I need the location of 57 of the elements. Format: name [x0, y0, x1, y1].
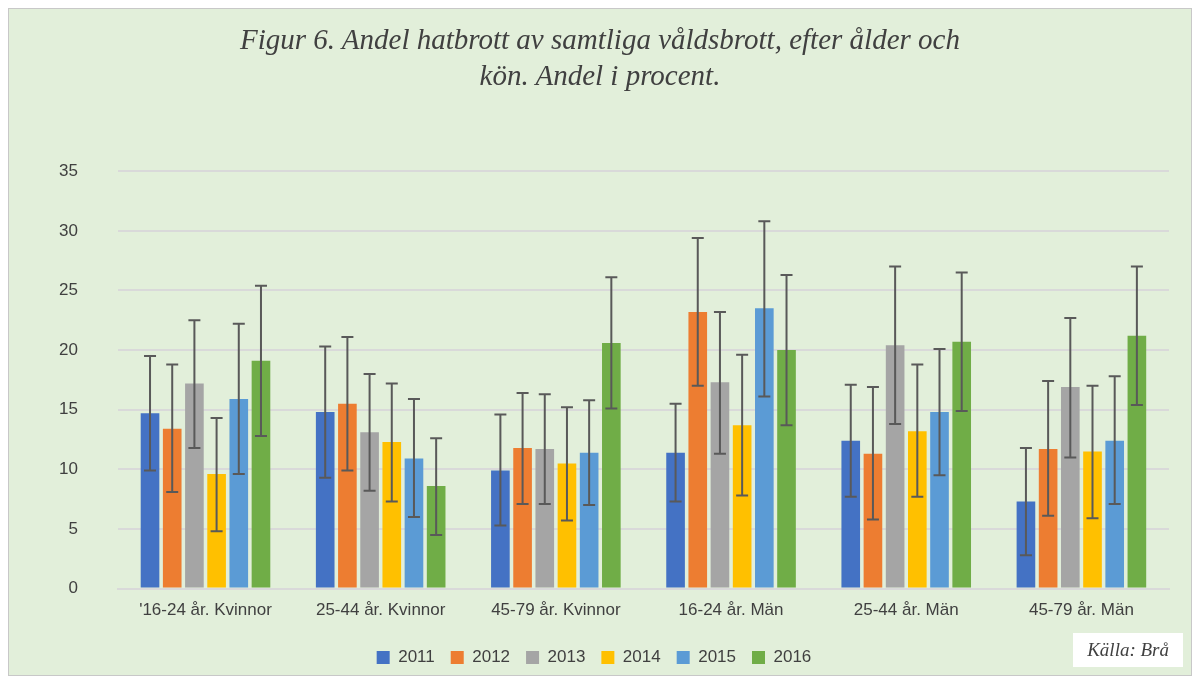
bar — [513, 447, 532, 588]
bar — [666, 452, 685, 588]
bar — [1127, 335, 1147, 588]
bar — [185, 383, 204, 588]
bar — [404, 458, 424, 588]
bar — [755, 308, 774, 588]
bar — [557, 463, 577, 588]
y-tick-label: 30 — [58, 220, 78, 240]
bar — [885, 345, 905, 588]
bar — [710, 382, 730, 588]
bar — [229, 398, 249, 588]
legend-label: 2014 — [622, 647, 661, 667]
bar — [602, 342, 621, 588]
bar — [140, 413, 160, 588]
bar — [491, 470, 510, 588]
bar — [1083, 451, 1102, 588]
legend-label: 2016 — [773, 647, 812, 667]
y-tick-label: 25 — [58, 280, 78, 300]
chart-title: Figur 6. Andel hatbrott av samtliga våldsbrott, efter ålder och kön. Andel i procent. — [239, 22, 961, 93]
bar — [315, 412, 335, 588]
y-tick-label: 10 — [58, 459, 78, 479]
legend-label: 2012 — [472, 647, 511, 667]
x-tick-label: 16-24 år. Män — [678, 600, 784, 620]
y-tick-label: 0 — [68, 578, 78, 598]
bar — [426, 486, 446, 588]
bar — [1038, 449, 1058, 588]
bar — [207, 474, 226, 588]
bar — [251, 360, 271, 588]
x-tick-label: 25-44 år. Kvinnor — [315, 600, 446, 620]
bar — [360, 432, 379, 588]
y-tick-label: 35 — [58, 160, 78, 180]
x-tick-label: 25-44 år. Män — [853, 600, 959, 620]
bar — [535, 449, 555, 588]
legend-label: 2011 — [398, 647, 435, 667]
bar — [930, 412, 949, 588]
x-tick-label: 45-79 år. Män — [1028, 600, 1134, 620]
x-tick-label: '16-24 år. Kvinnor — [139, 600, 273, 620]
bar — [732, 425, 752, 588]
x-tick-label: 45-79 år. Kvinnor — [491, 600, 621, 620]
text: Källa: Brå — [1073, 633, 1183, 667]
bar — [382, 441, 402, 588]
bar — [863, 453, 883, 588]
bar — [1060, 387, 1080, 588]
bar — [841, 440, 861, 588]
bar — [688, 311, 708, 588]
bar — [777, 350, 796, 588]
legend-label: 2015 — [698, 647, 737, 667]
bar — [952, 341, 972, 588]
bar — [579, 452, 599, 588]
bar — [162, 428, 182, 588]
y-tick-label: 20 — [58, 339, 78, 359]
y-tick-label: 15 — [58, 399, 78, 419]
y-tick-label: 5 — [68, 518, 78, 538]
bar — [1105, 440, 1125, 588]
bar — [908, 431, 927, 588]
bar — [338, 403, 357, 588]
legend-label: 2013 — [547, 647, 586, 667]
